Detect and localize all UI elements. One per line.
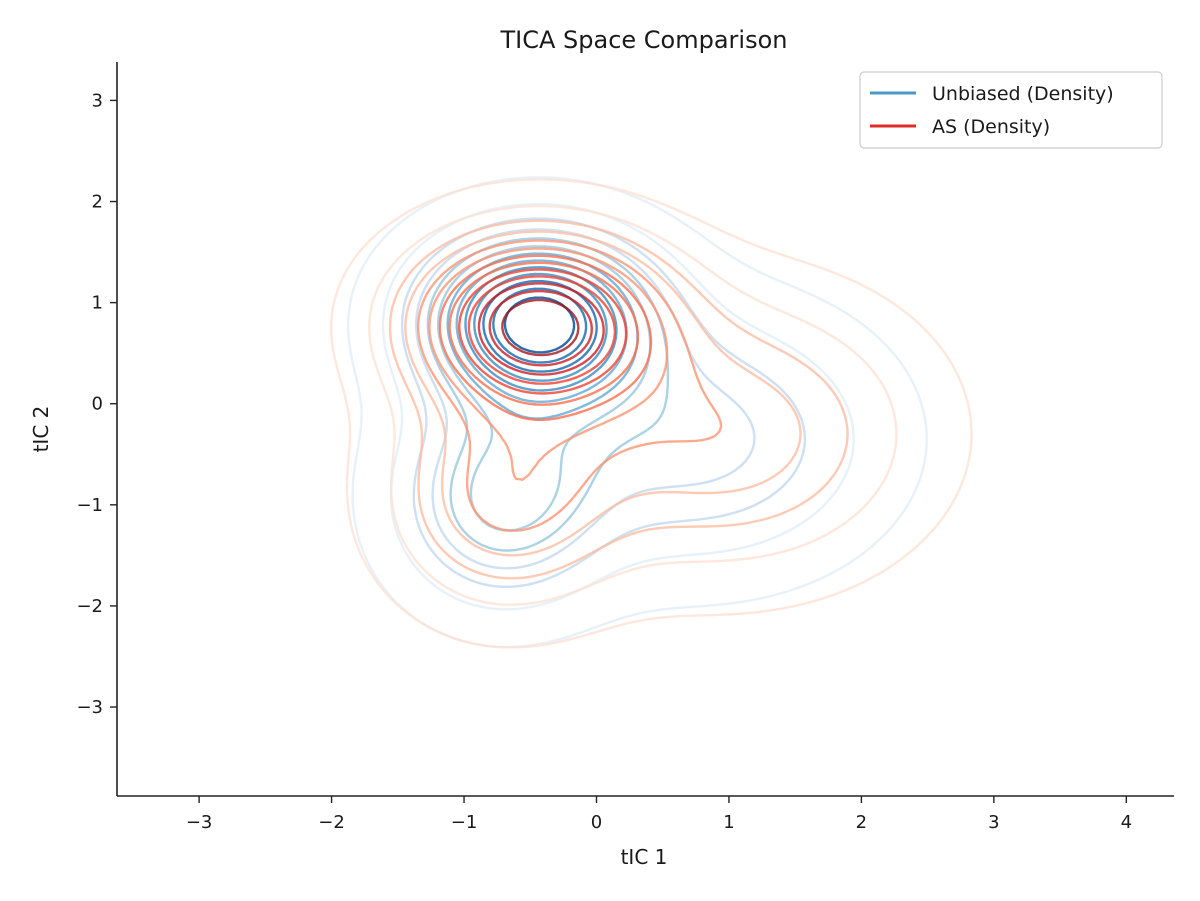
- contour-as-level-3: [404, 230, 802, 557]
- y-tick-label: −3: [76, 697, 103, 718]
- y-tick-label: 0: [92, 394, 103, 415]
- x-tick-label: 1: [723, 812, 734, 833]
- y-ticks: −3 −2 −1 0 1 2 3: [76, 90, 117, 718]
- y-tick-label: −2: [76, 596, 103, 617]
- y-tick-label: 1: [92, 293, 103, 314]
- contour-as-level-7: [448, 261, 640, 406]
- contour-unbiased-level-0: [346, 176, 928, 649]
- x-tick-label: −1: [451, 812, 478, 833]
- x-tick-label: 0: [591, 812, 602, 833]
- x-tick-label: 4: [1121, 812, 1132, 833]
- contour-unbiased-level-2: [400, 217, 807, 588]
- contour-as-level-1: [368, 204, 898, 606]
- contour-as-level-9: [467, 275, 617, 385]
- contour-as-level-0: [330, 178, 973, 649]
- x-axis-label: tIC 1: [621, 845, 668, 869]
- legend-box: [859, 71, 1163, 149]
- contour-as-level-12: [501, 298, 580, 357]
- legend: Unbiased (Density) AS (Density): [859, 71, 1163, 149]
- y-tick-label: 3: [92, 90, 103, 111]
- contour-layer: [330, 176, 973, 649]
- contour-as-level-4: [416, 239, 723, 532]
- x-tick-label: −3: [186, 812, 213, 833]
- x-tick-label: 2: [856, 812, 867, 833]
- contour-as-level-6: [438, 254, 653, 421]
- x-ticks: −3 −2 −1 0 1 2 3 4: [186, 796, 1132, 833]
- contour-as-level-8: [458, 268, 628, 395]
- contour-as-level-10: [477, 282, 605, 376]
- y-tick-label: −1: [76, 495, 103, 516]
- y-tick-label: 2: [92, 192, 103, 213]
- y-axis-label: tIC 2: [29, 406, 53, 453]
- x-tick-label: 3: [988, 812, 999, 833]
- chart-title: TICA Space Comparison: [499, 26, 787, 54]
- legend-label-as: AS (Density): [932, 116, 1050, 138]
- contour-as-level-5: [428, 247, 669, 481]
- contour-as-level-11: [488, 289, 593, 367]
- contour-as-level-2: [388, 219, 849, 580]
- x-tick-label: −2: [318, 812, 345, 833]
- legend-label-unbiased: Unbiased (Density): [932, 83, 1114, 105]
